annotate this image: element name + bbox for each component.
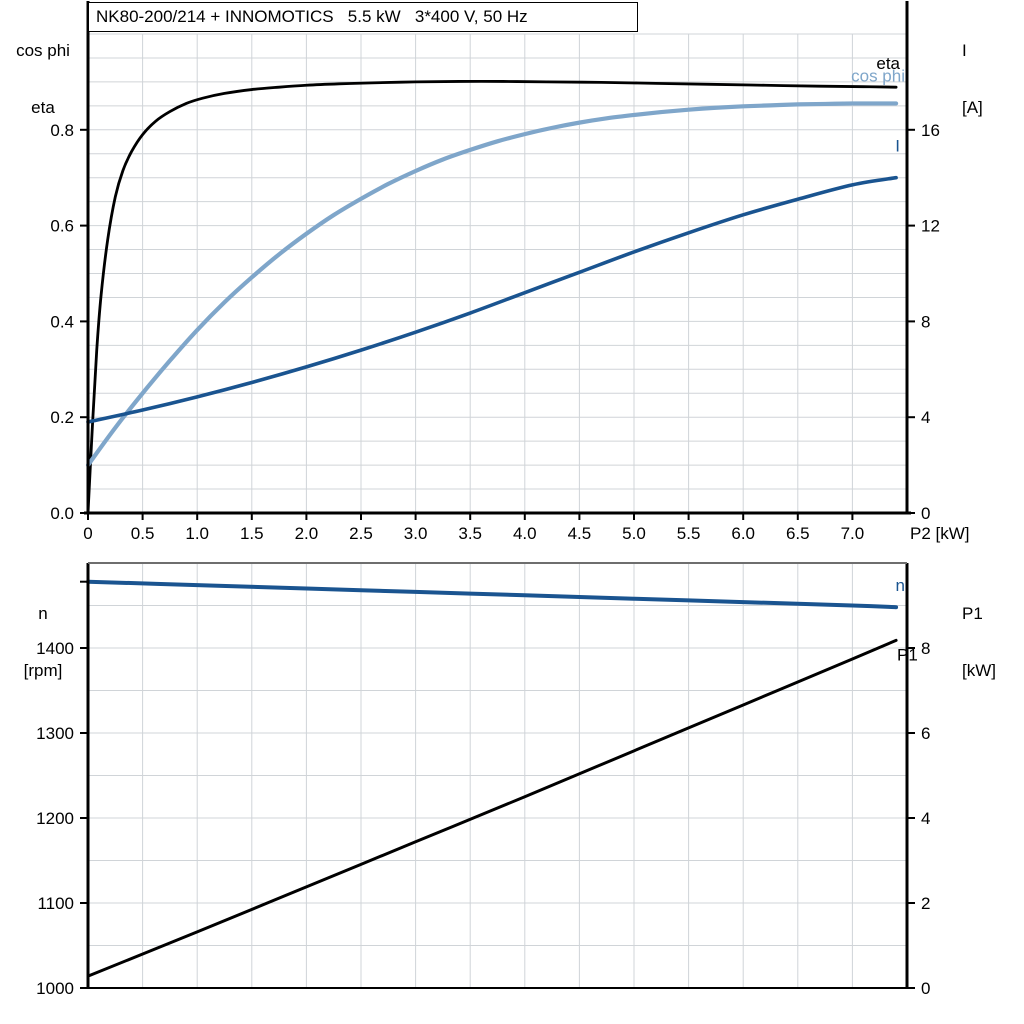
top-left-axis-title: cos phi eta bbox=[0, 3, 86, 155]
ytick-label-left: 1000 bbox=[36, 979, 74, 998]
x-axis-title: P2 [kW] bbox=[910, 524, 970, 543]
bottom-grid bbox=[87, 562, 908, 989]
xtick-label: 5.5 bbox=[677, 524, 701, 543]
ytick-label-right: 6 bbox=[921, 724, 930, 743]
ytick-label-left: 0.4 bbox=[50, 312, 74, 331]
top-right-axis-title-line2: [A] bbox=[962, 98, 983, 117]
bottom-left-axis-title: n [rpm] bbox=[0, 566, 86, 718]
top-right-axis-title-line1: I bbox=[962, 41, 967, 60]
ytick-label-left: 0.2 bbox=[50, 408, 74, 427]
ytick-label-right: 4 bbox=[921, 809, 930, 828]
ytick-label-right: 8 bbox=[921, 312, 930, 331]
curve-label-eta: eta bbox=[876, 54, 900, 73]
xtick-label: 2.0 bbox=[295, 524, 319, 543]
top-chart-panel: 0 0.5 1.0 1.5 2.0 2.5 3.0 3.5 4.0 4.5 5.0 5.5 6.0 6.5… bbox=[50, 1, 970, 543]
xtick-label: 0.5 bbox=[131, 524, 155, 543]
page-title: NK80-200/214 + INNOMOTICS 5.5 kW 3*400 V… bbox=[96, 7, 528, 26]
xtick-label: 3.5 bbox=[458, 524, 482, 543]
ytick-label-right: 8 bbox=[921, 639, 930, 658]
ytick-label-left: 1200 bbox=[36, 809, 74, 828]
top-left-axis-title-line2: eta bbox=[31, 98, 55, 117]
ytick-label-left: 1100 bbox=[37, 894, 74, 913]
xtick-label: 3.0 bbox=[404, 524, 428, 543]
ytick-label-right: 0 bbox=[921, 979, 930, 998]
bottom-left-axis-title-line2: [rpm] bbox=[23, 661, 63, 680]
xtick-label: 0 bbox=[83, 524, 92, 543]
top-series-group bbox=[85, 79, 899, 515]
ytick-label-right: 0 bbox=[921, 504, 930, 523]
top-axes: 0 0.5 1.0 1.5 2.0 2.5 3.0 3.5 4.0 4.5 5.0 5.5 6.0 6.5… bbox=[50, 1, 970, 543]
bottom-left-axis-title-line1: n bbox=[38, 604, 48, 623]
top-left-axis-title-line1: cos phi bbox=[16, 41, 70, 60]
xtick-label: 4.0 bbox=[513, 524, 537, 543]
ytick-label-right: 12 bbox=[921, 217, 940, 236]
xtick-label: 7.0 bbox=[841, 524, 865, 543]
bottom-series-group bbox=[86, 579, 899, 978]
curve-eta bbox=[86, 79, 898, 515]
curve-n bbox=[86, 579, 899, 610]
top-right-axis-title: I [A] bbox=[962, 3, 1020, 155]
bottom-curve-labels: n P1 bbox=[896, 576, 918, 664]
ytick-label-left: 0.8 bbox=[50, 121, 74, 140]
ytick-label-left: 0.6 bbox=[50, 217, 74, 236]
curve-label-cos-phi: cos phi bbox=[851, 66, 905, 85]
curve-label-current: I bbox=[895, 137, 900, 156]
ytick-label-right: 2 bbox=[921, 894, 930, 913]
xtick-label: 6.0 bbox=[731, 524, 755, 543]
ytick-label-right: 16 bbox=[921, 121, 940, 140]
bottom-chart-svg: 1000 1100 1200 1300 1400 0 2 4 6 8 n P1 bbox=[36, 562, 930, 998]
curve-label-p1: P1 bbox=[897, 645, 918, 664]
curve-I bbox=[86, 175, 898, 424]
bottom-right-axis-title-line1: P1 bbox=[962, 604, 983, 623]
top-chart-svg: 0 0.5 1.0 1.5 2.0 2.5 3.0 3.5 4.0 4.5 5.0 5.5 6.0 6.5… bbox=[50, 1, 970, 543]
bottom-chart-panel: 1000 1100 1200 1300 1400 0 2 4 6 8 n P1 bbox=[0, 545, 1024, 1024]
ytick-label-left: 0.0 bbox=[50, 504, 74, 523]
curve-P1 bbox=[86, 638, 898, 978]
xtick-label: 4.5 bbox=[568, 524, 592, 543]
xtick-label: 2.5 bbox=[349, 524, 373, 543]
ytick-label-right: 4 bbox=[921, 408, 930, 427]
xtick-label: 1.0 bbox=[185, 524, 209, 543]
bottom-axes: 1000 1100 1200 1300 1400 0 2 4 6 8 bbox=[36, 562, 930, 998]
curve-label-speed: n bbox=[896, 576, 905, 595]
xtick-label: 5.0 bbox=[622, 524, 646, 543]
ytick-label-left: 1300 bbox=[36, 724, 74, 743]
ytick-label-left: 1400 bbox=[36, 639, 74, 658]
xtick-label: 1.5 bbox=[240, 524, 264, 543]
bottom-right-axis-title: P1 [kW] bbox=[962, 566, 1022, 718]
bottom-right-axis-title-line2: [kW] bbox=[962, 661, 996, 680]
xtick-label: 6.5 bbox=[786, 524, 810, 543]
curve-cos_phi bbox=[85, 101, 899, 468]
chart-title-box: NK80-200/214 + INNOMOTICS 5.5 kW 3*400 V… bbox=[88, 2, 638, 32]
